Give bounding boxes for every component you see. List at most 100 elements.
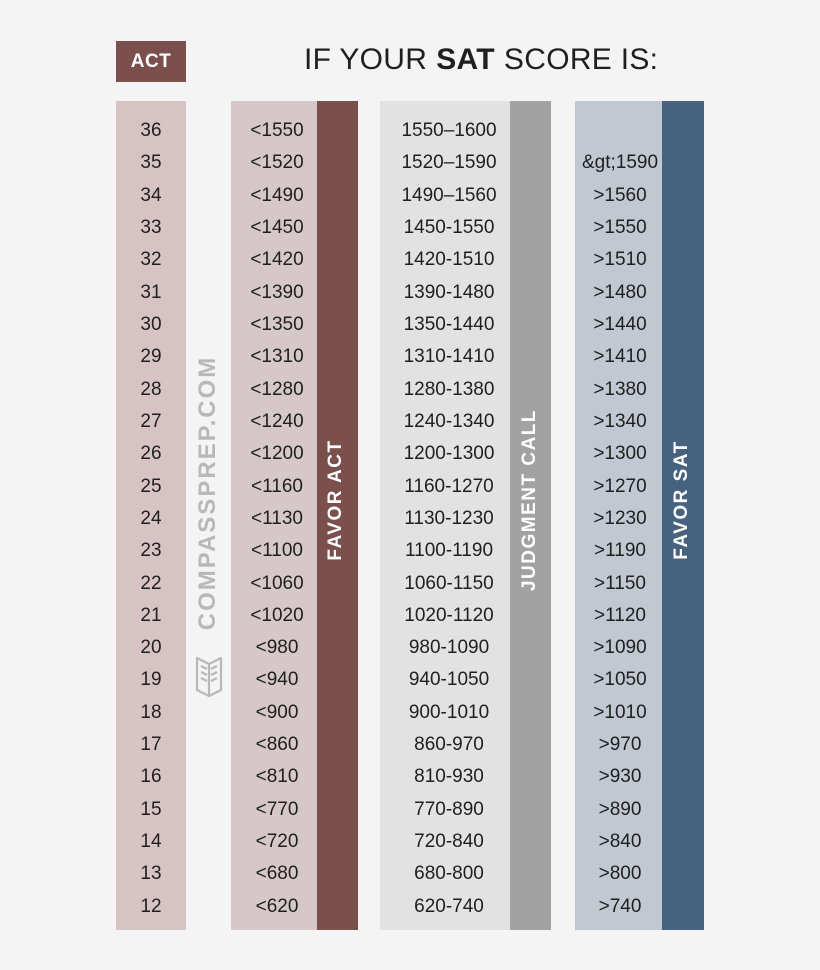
favor-sat-cell: >1550 [593, 217, 647, 239]
favor-sat-cell [575, 115, 665, 147]
favor-sat-cell: >1270 [593, 475, 647, 497]
favor-act-cell: <1020 [250, 604, 304, 626]
favor-act-cell: <620 [255, 895, 299, 917]
favor-sat-list: &gt;1590 >1560 >1550 >1510 >1480 >1440 >1410 >1… [575, 115, 665, 923]
favor-sat-cell: &gt;1590 [581, 152, 659, 174]
favor-sat-cell: >1050 [593, 669, 647, 691]
act-score-cell: 32 [140, 249, 162, 271]
act-score-cell: 34 [140, 184, 162, 206]
favor-sat-cell: >1510 [593, 249, 647, 271]
judgment-cell: 1100-1190 [404, 540, 494, 562]
page-title: IF YOUR SAT SCORE IS: [304, 40, 658, 80]
act-badge: ACT [116, 41, 186, 82]
favor-act-cell: <1240 [250, 410, 304, 432]
act-score-cell: 16 [140, 766, 162, 788]
favor-sat-cell: >970 [598, 734, 642, 756]
act-score-cell: 27 [140, 410, 162, 432]
favor-act-cell: <1520 [250, 152, 304, 174]
act-score-cell: 20 [140, 637, 162, 659]
favor-act-cell: <860 [255, 734, 299, 756]
judgment-cell: 1310-1410 [403, 346, 495, 368]
favor-sat-cell: >1410 [593, 346, 647, 368]
judgment-cell: 980-1090 [408, 637, 490, 659]
favor-sat-cell: >740 [598, 895, 642, 917]
watermark-text: COMPASSPREP.COM [194, 355, 221, 631]
judgment-cell: 1350-1440 [403, 314, 495, 336]
act-score-cell: 26 [140, 443, 162, 465]
act-score-cell: 14 [140, 831, 162, 853]
judgment-cell: 1160-1270 [404, 475, 494, 497]
favor-act-cell: <1310 [250, 346, 304, 368]
act-score-cell: 21 [140, 604, 162, 626]
favor-act-cell: <1160 [251, 475, 303, 497]
favor-act-cell: <980 [255, 637, 299, 659]
favor-act-cell: <1390 [250, 281, 304, 303]
favor-act-cell: <1350 [250, 314, 304, 336]
favor-act-cell: <1130 [251, 507, 303, 529]
favor-act-cell: <720 [255, 831, 299, 853]
favor-act-cell: <1200 [250, 443, 304, 465]
act-score-cell: 12 [140, 895, 162, 917]
act-score-cell: 22 [140, 572, 162, 594]
act-score-cell: 18 [140, 701, 162, 723]
judgment-cell: 1550–1600 [401, 120, 497, 142]
judgment-cell: 900-1010 [408, 701, 490, 723]
act-score-cell: 19 [140, 669, 162, 691]
act-score-cell: 25 [140, 475, 162, 497]
favor-act-cell: <1490 [250, 184, 304, 206]
favor-sat-cell: >1190 [594, 540, 646, 562]
judgment-cell: 1280-1380 [403, 378, 495, 400]
act-score-cell: 24 [140, 507, 162, 529]
favor-sat-cell: >1300 [593, 443, 647, 465]
favor-sat-cell: >1340 [593, 410, 647, 432]
title-sat: SAT [436, 43, 495, 76]
act-score-cell: 35 [140, 152, 162, 174]
judgment-list: 1550–1600 1520–1590 1490–1560 1450-1550 1420… [380, 115, 518, 923]
judgment-cell: 1420-1510 [403, 249, 495, 271]
title-prefix: IF YOUR [304, 43, 428, 76]
act-score-cell: 28 [140, 378, 162, 400]
act-score-column [116, 101, 186, 930]
judgment-cell: 1450-1550 [403, 217, 495, 239]
act-score-cell: 30 [140, 314, 162, 336]
judgment-cell: 1490–1560 [401, 184, 497, 206]
act-score-cell: 13 [140, 863, 162, 885]
favor-act-cell: <770 [255, 798, 299, 820]
favor-act-label: FAVOR ACT [325, 439, 346, 561]
judgment-cell: 810-930 [414, 766, 484, 788]
favor-sat-cell: >1090 [593, 637, 647, 659]
favor-act-cell: <900 [255, 701, 299, 723]
favor-act-cell: <680 [255, 863, 299, 885]
act-score-cell: 31 [140, 281, 162, 303]
judgment-cell: 940-1050 [408, 669, 490, 691]
judgment-column [380, 101, 510, 930]
favor-sat-cell: >1560 [593, 184, 647, 206]
favor-sat-cell: >1380 [593, 378, 647, 400]
act-score-cell: 33 [140, 217, 162, 239]
favor-act-cell: <1280 [250, 378, 304, 400]
favor-sat-cell: >1120 [594, 604, 646, 626]
act-score-list: 36 35 34 33 32 31 30 29 28 27 26 25 24 23 22 21 20 19 18 17… [116, 115, 186, 923]
favor-act-cell: <1550 [250, 120, 304, 142]
favor-act-list: <1550 <1520 <1490 <1450 <1420 <1390 <1350 <1310… [231, 115, 323, 923]
judgment-cell: 860-970 [414, 734, 484, 756]
favor-sat-cell: >1010 [593, 701, 647, 723]
judgment-cell: 1200-1300 [403, 443, 495, 465]
favor-sat-cell: >840 [598, 831, 642, 853]
judgment-cell: 1520–1590 [401, 152, 497, 174]
judgment-cell: 1020-1120 [404, 604, 494, 626]
favor-act-cell: <940 [255, 669, 299, 691]
favor-act-cell: <1450 [250, 217, 304, 239]
favor-sat-bar [662, 101, 704, 930]
title-suffix: SCORE IS: [503, 43, 659, 76]
favor-sat-cell: >800 [598, 863, 642, 885]
favor-sat-cell: >1480 [593, 281, 647, 303]
judgment-cell: 770-890 [414, 798, 484, 820]
favor-act-bar [317, 101, 358, 930]
judgment-cell: 1240-1340 [403, 410, 495, 432]
favor-act-cell: <1420 [250, 249, 304, 271]
judgment-cell: 1130-1230 [404, 507, 494, 529]
favor-sat-cell: >930 [598, 766, 642, 788]
favor-sat-cell: >890 [598, 798, 642, 820]
